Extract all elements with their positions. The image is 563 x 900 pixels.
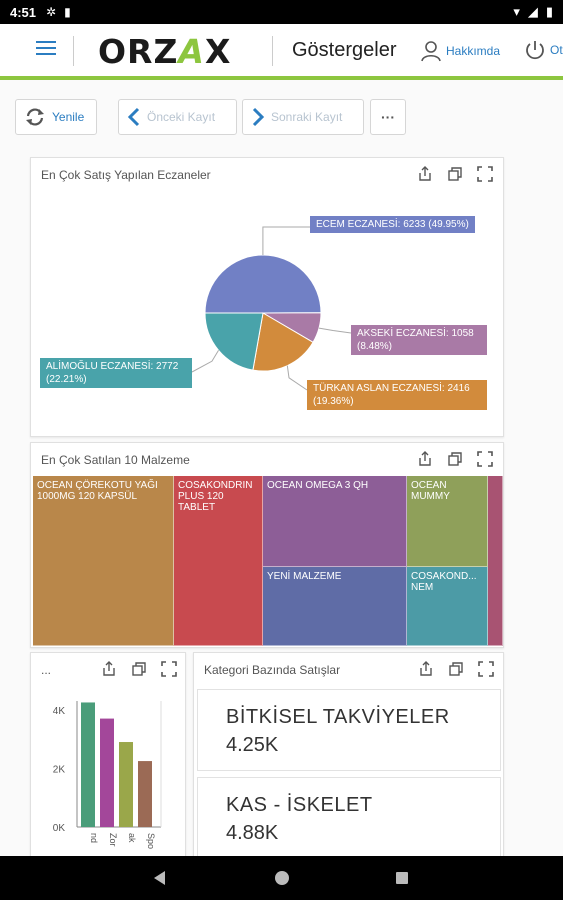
status-bar: 4:51 ✲ ▮ ▾ ◢ ▮ — [0, 0, 563, 24]
fullscreen-icon[interactable] — [478, 661, 494, 677]
menu-icon[interactable] — [36, 41, 56, 57]
refresh-button[interactable]: Yenile — [15, 99, 97, 135]
page-title: Göstergeler — [292, 39, 397, 61]
logout-button[interactable]: Ot — [524, 39, 563, 61]
kpi-name: KAS - İSKELET — [226, 794, 373, 816]
treemap-cell[interactable]: YENİ MALZEME — [263, 567, 407, 646]
panel-title: En Çok Satış Yapılan Eczaneler — [41, 168, 211, 182]
fullscreen-icon[interactable] — [477, 451, 493, 467]
kpi-value: 4.25K — [226, 734, 279, 756]
panel-toolbar — [418, 661, 494, 677]
treemap-cell[interactable]: OCEAN OMEGA 3 QH — [263, 476, 407, 567]
pie-slice[interactable] — [204, 254, 322, 314]
pie-leader-line — [262, 226, 310, 256]
settings-gear-icon: ✲ — [46, 5, 57, 19]
panel-toolbar — [101, 661, 177, 677]
pie-leader-line — [191, 350, 219, 373]
x-tick-label: nd — [89, 833, 99, 843]
export-icon[interactable] — [101, 661, 117, 677]
category-sales-panel: Kategori Bazında Satışlar BİTKİSEL TAKVİ… — [193, 652, 504, 862]
cell-signal-icon: ◢ — [527, 4, 538, 19]
more-options-button[interactable]: ··· — [370, 99, 406, 135]
pie-chart-panel: En Çok Satış Yapılan Eczaneler ECEM ECZA… — [30, 157, 504, 437]
copy-icon[interactable] — [447, 451, 463, 467]
next-record-label: Sonraki Kayıt — [271, 110, 343, 124]
kpi-card[interactable]: BİTKİSEL TAKVİYELER 4.25K — [197, 689, 501, 771]
bar-chart: 4K 2K 0K nd Zor ak Spo — [53, 701, 162, 849]
pie-slice[interactable] — [204, 312, 264, 371]
orzax-logo: ORZAX — [98, 32, 232, 71]
previous-record-button[interactable]: Önceki Kayıt — [118, 99, 237, 135]
divider — [73, 36, 74, 66]
pie-label-turkan: TÜRKAN ASLAN ECZANESİ: 2416 (19.36%) — [307, 380, 487, 410]
home-icon[interactable] — [274, 870, 290, 886]
fullscreen-icon[interactable] — [161, 661, 177, 677]
y-tick-label: 2K — [53, 764, 66, 775]
export-icon[interactable] — [418, 661, 434, 677]
x-tick-label: Zor — [108, 833, 118, 847]
treemap-cell[interactable]: COSAKOND... NEM — [407, 567, 488, 646]
pie-leader-line — [286, 365, 308, 391]
bar[interactable] — [138, 761, 152, 827]
pie-label-akseki: AKSEKİ ECZANESİ: 1058 (8.48%) — [351, 325, 487, 355]
treemap-panel: En Çok Satılan 10 Malzeme OCEAN ÇÖREKOTU… — [30, 442, 504, 648]
pie-slice[interactable] — [252, 312, 314, 372]
copy-icon[interactable] — [448, 661, 464, 677]
kpi-card[interactable]: KAS - İSKELET 4.88K — [197, 777, 501, 859]
treemap-cell[interactable] — [488, 476, 503, 646]
x-tick-label: Spo — [146, 833, 156, 849]
bar[interactable] — [119, 742, 133, 827]
y-tick-label: 4K — [53, 706, 66, 717]
copy-icon[interactable] — [447, 166, 463, 182]
user-icon — [421, 41, 441, 62]
android-nav-bar — [0, 856, 563, 900]
chevron-left-icon — [127, 107, 140, 127]
about-button[interactable]: Hakkımda — [420, 40, 500, 62]
panel-title: En Çok Satılan 10 Malzeme — [41, 453, 190, 467]
about-label: Hakkımda — [446, 44, 501, 58]
previous-record-label: Önceki Kayıt — [147, 110, 216, 124]
copy-icon[interactable] — [131, 661, 147, 677]
pie-chart — [191, 226, 352, 391]
power-icon — [526, 41, 544, 60]
panel-toolbar — [417, 451, 493, 467]
pie-leader-line — [318, 327, 352, 334]
treemap-cell[interactable]: COSAKONDRIN PLUS 120 TABLET — [174, 476, 263, 646]
pie-label-ecem: ECEM ECZANESİ: 6233 (49.95%) — [310, 216, 475, 233]
x-tick-label: ak — [127, 833, 137, 843]
fullscreen-icon[interactable] — [477, 166, 493, 182]
treemap-cell[interactable]: OCEAN MUMMY — [407, 476, 488, 567]
back-icon[interactable] — [152, 870, 168, 886]
bar[interactable] — [81, 702, 95, 827]
app-header: ORZAX Göstergeler Hakkımda Ot — [0, 24, 563, 80]
panel-title: Kategori Bazında Satışlar — [204, 663, 341, 677]
pie-label-alimoglu: ALİMOĞLU ECZANESİ: 2772 (22.21%) — [40, 358, 192, 388]
sd-card-icon: ▮ — [64, 5, 71, 19]
export-icon[interactable] — [417, 166, 433, 182]
y-tick-label: 0K — [53, 823, 66, 834]
divider — [272, 36, 273, 66]
status-time: 4:51 — [10, 4, 37, 20]
recents-icon[interactable] — [394, 870, 410, 886]
refresh-icon — [26, 108, 44, 126]
export-icon[interactable] — [417, 451, 433, 467]
kpi-value: 4.88K — [226, 822, 279, 844]
panel-title: ... — [41, 663, 52, 677]
next-record-button[interactable]: Sonraki Kayıt — [242, 99, 364, 135]
treemap-cell[interactable]: OCEAN ÇÖREKOTU YAĞI 1000MG 120 KAPSÜL — [33, 476, 174, 646]
battery-icon: ▮ — [545, 4, 553, 19]
panel-toolbar — [417, 166, 493, 182]
kpi-name: BİTKİSEL TAKVİYELER — [226, 706, 450, 728]
wifi-icon: ▾ — [513, 4, 520, 19]
refresh-label: Yenile — [52, 110, 85, 124]
chevron-right-icon — [252, 107, 265, 127]
bar-chart-panel: ... 4K 2K 0K nd Zor ak Spo — [30, 652, 186, 862]
logout-label: Ot — [550, 43, 563, 57]
bar[interactable] — [100, 718, 114, 827]
